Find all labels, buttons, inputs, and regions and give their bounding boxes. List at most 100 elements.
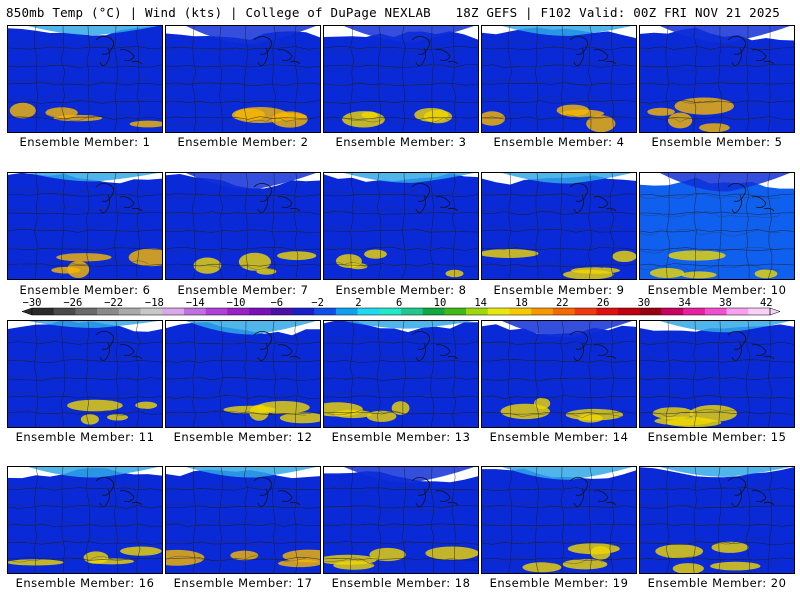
colorbar-tick-label: 30 [638,298,651,309]
temperature-map [8,321,162,427]
colorbar-swatch [357,308,380,315]
colorbar-tick-label: −14 [186,298,205,309]
ensemble-panel-7 [165,172,321,280]
colorbar-tick-label: 14 [474,298,487,309]
great-lakes-outline [569,183,617,213]
ensemble-member-label: Ensemble Member: 9 [493,283,625,297]
isotherm-contours [324,485,465,566]
great-lakes-outline [727,36,775,66]
temperature-map [482,321,636,427]
colorbar-tick-label: −2 [311,298,324,309]
colorbar-swatch [97,308,120,315]
ensemble-panel-2 [165,25,321,133]
colorbar-swatch [314,308,337,315]
colorbar-swatch [422,308,445,315]
colorbar-tick-label: 10 [434,298,447,309]
colorbar-swatch [205,308,228,315]
ensemble-panel-19 [481,466,637,574]
colorbar-swatch [379,308,402,315]
temperature-colorbar: −30 −26 −22 −18 −14 −10 −6 −2 2 6 10 14 18 22 26 30 34 38… [21,298,781,316]
temperature-map [640,321,794,427]
ensemble-member-label: Ensemble Member: 15 [647,430,787,444]
state-borders [324,173,478,279]
great-lakes-outline [95,36,143,66]
run-info: 18Z GEFS | F102 Valid: 00Z FRI NOV 21 20… [455,5,780,20]
colorbar-swatch [509,308,532,315]
colorbar-swatch [574,308,597,315]
colorbar-swatch [661,308,684,315]
isotherm-contours [640,194,781,272]
temperature-map [8,26,162,132]
temperature-map [166,467,320,573]
great-lakes-outline [569,477,617,507]
colorbar-tick-label: −6 [270,298,283,309]
great-lakes-outline [569,331,617,361]
colorbar-swatch [596,308,619,315]
ensemble-panel-6 [7,172,163,280]
ensemble-member-label: Ensemble Member: 19 [489,576,629,590]
ensemble-member-label: Ensemble Member: 8 [335,283,467,297]
isotherm-contours [166,44,307,126]
ensemble-member-label: Ensemble Member: 17 [173,576,313,590]
temperature-map [324,467,478,573]
colorbar-swatch [726,308,749,315]
colorbar-swatch [552,308,575,315]
temperature-map [166,321,320,427]
ensemble-panel-18 [323,466,479,574]
colorbar-swatch [292,308,315,315]
ensemble-panel-17 [165,466,321,574]
isotherm-contours [8,335,149,416]
great-lakes-outline [95,477,143,507]
ensemble-member-label: Ensemble Member: 12 [173,430,313,444]
colorbar-swatch [162,308,185,315]
ensemble-panel-11 [7,320,163,428]
colorbar-swatch [183,308,206,315]
ensemble-panel-9 [481,172,637,280]
temperature-map [166,173,320,279]
colorbar-swatch [75,308,98,315]
isotherm-contours [324,44,465,123]
ensemble-panel-8 [323,172,479,280]
ensemble-member-label: Ensemble Member: 20 [647,576,787,590]
colorbar-swatch [140,308,163,315]
colorbar-tick-label: −22 [104,298,123,309]
ensemble-panel-13 [323,320,479,428]
state-borders [8,26,162,132]
temperature-map [166,26,320,132]
isotherm-contours [166,483,307,563]
ensemble-panel-3 [323,25,479,133]
ensemble-panel-16 [7,466,163,574]
isotherm-contours [8,189,149,268]
colorbar-swatch [444,308,467,315]
colorbar-tick-label: 22 [556,298,569,309]
great-lakes-outline [253,183,301,213]
colorbar-tick-label: −30 [23,298,42,309]
colorbar-left-arrow [21,307,33,316]
great-lakes-outline [253,477,301,507]
colorbar-swatch [466,308,489,315]
ensemble-panel-12 [165,320,321,428]
ensemble-member-label: Ensemble Member: 16 [15,576,155,590]
colorbar-swatch [270,308,293,315]
great-lakes-outline [727,477,775,507]
temperature-map [8,467,162,573]
state-borders [8,173,162,279]
colorbar-swatch [704,308,727,315]
temperature-map [640,173,794,279]
isotherm-contours [482,41,623,122]
colorbar-tick-label: −10 [227,298,246,309]
colorbar-swatch [401,308,424,315]
colorbar-right-arrow [769,307,781,316]
temperature-map [482,26,636,132]
ensemble-member-label: Ensemble Member: 6 [19,283,151,297]
ensemble-member-label: Ensemble Member: 11 [15,430,155,444]
temperature-map [482,173,636,279]
colorbar-swatch [618,308,641,315]
great-lakes-outline [411,331,459,361]
temperature-map [324,321,478,427]
ensemble-member-label: Ensemble Member: 5 [651,135,783,149]
colorbar-swatch [487,308,510,315]
temperature-map [8,173,162,279]
colorbar-swatch [249,308,272,315]
colorbar-tick-label: −26 [63,298,82,309]
